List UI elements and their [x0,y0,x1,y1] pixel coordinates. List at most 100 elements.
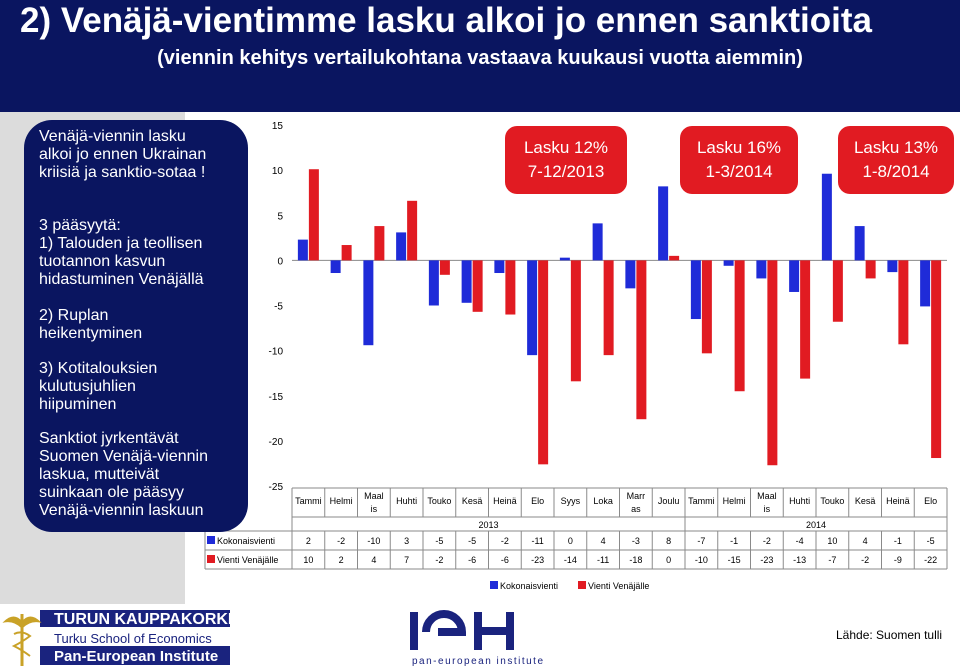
series-key [207,555,215,563]
category-label: Joulu [658,496,680,506]
bar-kokonaisvienti [396,232,407,261]
bar-vienti-venajalle [505,260,516,315]
callout-line: Lasku 12% [523,138,609,157]
legend-label: Vienti Venäjälle [588,581,649,591]
bar-vienti-venajalle [636,260,647,420]
data-value: -5 [927,536,935,546]
side-line: Sanktiot jyrkentävät [39,430,179,447]
category-label: Marr [627,491,646,501]
side-paragraph-4: 3) Kotitalouksien kulutusjuhlien hiipumi… [39,360,244,414]
category-label: Kesä [855,496,876,506]
category-label: Helmi [723,496,746,506]
bar-kokonaisvienti [789,260,800,292]
callout-line: Lasku 16% [696,138,782,157]
category-label: Touko [820,496,844,506]
data-value: -10 [695,555,708,565]
data-value: -10 [367,536,380,546]
bar-vienti-venajalle [341,245,352,261]
data-value: -6 [501,555,509,565]
side-paragraph-5: Sanktiot jyrkentävät Suomen Venäjä-vienn… [39,430,244,520]
category-label: Huhti [789,496,810,506]
data-value: -2 [501,536,509,546]
side-paragraph-2: 3 pääsyytä: 1) Talouden ja teollisen tuo… [39,217,244,289]
callout-line: Lasku 13% [853,138,939,157]
data-value: 0 [666,555,671,565]
side-line: alkoi jo ennen Ukrainan [39,146,207,163]
legend-key [578,581,586,589]
bar-kokonaisvienti [854,226,865,261]
data-value: -23 [760,555,773,565]
data-value: -3 [632,536,640,546]
bar-vienti-venajalle [734,260,745,392]
header-band [0,0,960,112]
legend-key [490,581,498,589]
category-label: Heinä [493,496,517,506]
side-line: laskua, mutteivät [39,466,160,483]
category-label: as [631,504,641,514]
pei-small-text: pan-european institute [412,656,545,667]
bar-vienti-venajalle [374,226,385,261]
side-line: 1) Talouden ja teollisen [39,235,203,252]
series-row-label: Kokonaisvienti [217,536,275,546]
bar-vienti-venajalle [931,260,942,459]
year-label: 2013 [478,520,498,530]
side-line: kriisiä ja sanktio-sotaa ! [39,164,206,181]
bar-kokonaisvienti [723,260,734,266]
category-label: Helmi [330,496,353,506]
bar-vienti-venajalle [865,260,876,279]
category-label: Elo [531,496,544,506]
side-line: 2) Ruplan [39,307,109,324]
y-tick-label: -5 [274,302,283,313]
y-tick-label: -25 [269,482,284,493]
data-value: -6 [468,555,476,565]
y-tick-label: 10 [272,166,284,177]
bar-vienti-venajalle [308,169,319,261]
data-value: -7 [697,536,705,546]
data-value: -7 [828,555,836,565]
data-value: -11 [531,536,543,546]
data-value: -5 [468,536,476,546]
callout-jan-aug-2014: Lasku 13% 1-8/2014 [838,126,954,194]
category-label: Loka [593,496,613,506]
callout-line: 7-12/2013 [527,162,605,181]
bar-vienti-venajalle [832,260,843,322]
bar-vienti-venajalle [800,260,811,379]
bar-kokonaisvienti [920,260,931,307]
bar-vienti-venajalle [898,260,909,345]
bar-vienti-venajalle [538,260,549,465]
category-label: Kesä [462,496,483,506]
bar-kokonaisvienti [887,260,898,273]
category-label: Maal [757,491,777,501]
tse-logo: TURUN KAUPPAKORKEAKOULU Turku School of … [0,606,380,669]
data-value: -2 [337,536,345,546]
category-label: Tammi [295,496,322,506]
data-value: -2 [435,555,443,565]
bar-kokonaisvienti [625,260,636,289]
data-value: -1 [730,536,738,546]
data-value: -1 [894,536,902,546]
callout-2013: Lasku 12% 7-12/2013 [505,126,627,194]
side-line: Venäjä-viennin lasku [39,128,186,145]
bar-kokonaisvienti [363,260,374,346]
legend-label: Kokonaisvienti [500,581,558,591]
category-label: Elo [924,496,937,506]
category-label: Maal [364,491,384,501]
side-line: Suomen Venäjä-viennin [39,448,209,465]
pei-name-text: Pan-European Institute [54,648,218,665]
caduceus-icon [2,614,42,666]
series-key [207,536,215,544]
category-label: Touko [427,496,451,506]
data-value: -23 [531,555,544,565]
bar-vienti-venajalle [407,200,418,261]
tse-name-english: Turku School of Economics [54,631,212,646]
bar-kokonaisvienti [428,260,439,306]
bar-vienti-venajalle [669,255,680,261]
data-value: -5 [435,536,443,546]
category-label: is [371,504,378,514]
callout-line: 1-3/2014 [705,162,773,181]
category-label: Huhti [396,496,417,506]
bar-vienti-venajalle [439,260,450,275]
side-line: 3 pääsyytä: [39,217,121,234]
tse-name-finnish: TURUN KAUPPAKORKEAKOULU [54,611,307,628]
data-value: -15 [728,555,741,565]
